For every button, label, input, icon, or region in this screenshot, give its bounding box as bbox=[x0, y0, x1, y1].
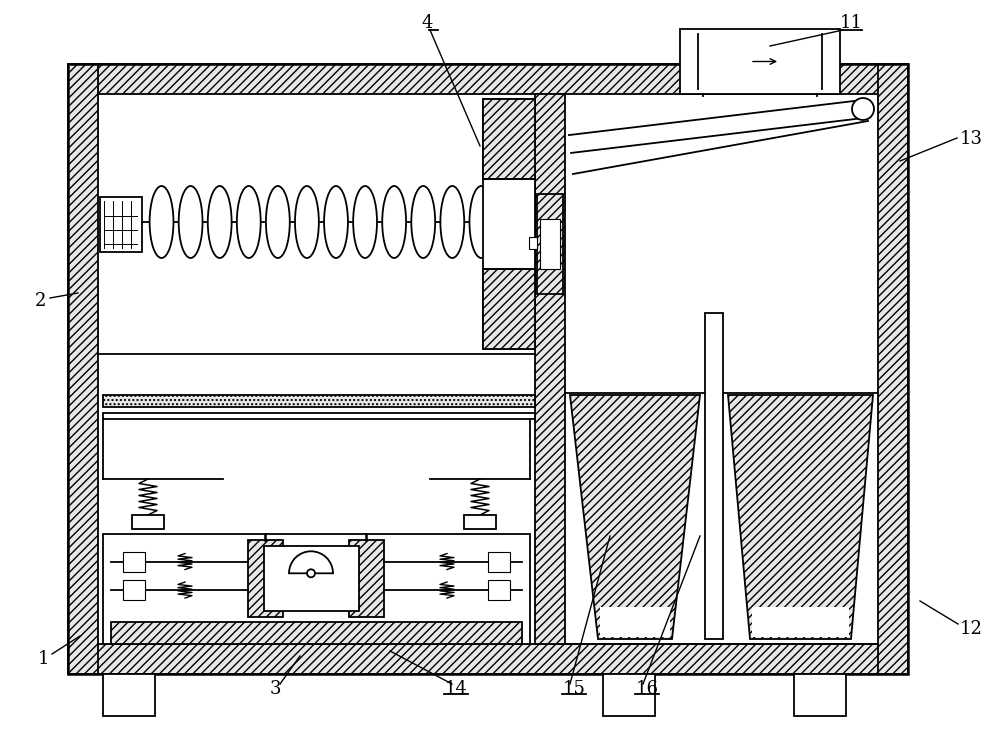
Bar bbox=[705, 313, 723, 639]
Bar bbox=[483, 99, 535, 349]
Polygon shape bbox=[111, 622, 522, 644]
Ellipse shape bbox=[150, 186, 173, 258]
Bar bbox=[100, 197, 142, 252]
Bar bbox=[123, 580, 145, 600]
Polygon shape bbox=[68, 644, 908, 674]
Ellipse shape bbox=[382, 186, 406, 258]
Polygon shape bbox=[248, 540, 283, 617]
Ellipse shape bbox=[179, 186, 203, 258]
Ellipse shape bbox=[324, 186, 348, 258]
Bar bbox=[98, 94, 878, 644]
Ellipse shape bbox=[499, 186, 522, 258]
Text: 13: 13 bbox=[960, 130, 983, 148]
Polygon shape bbox=[483, 99, 535, 179]
Polygon shape bbox=[878, 64, 908, 674]
Bar bbox=[264, 546, 359, 611]
Ellipse shape bbox=[208, 186, 232, 258]
Text: 3: 3 bbox=[270, 680, 282, 698]
Text: 4: 4 bbox=[422, 14, 433, 32]
Ellipse shape bbox=[469, 186, 493, 258]
Text: 11: 11 bbox=[840, 14, 863, 32]
Ellipse shape bbox=[295, 186, 319, 258]
Bar bbox=[103, 674, 155, 716]
Polygon shape bbox=[535, 94, 565, 644]
Bar bbox=[794, 674, 846, 716]
Ellipse shape bbox=[237, 186, 261, 258]
Bar bbox=[529, 237, 537, 249]
Bar bbox=[68, 64, 908, 674]
Bar bbox=[488, 551, 510, 572]
Text: 1: 1 bbox=[38, 650, 50, 668]
Bar bbox=[488, 580, 510, 600]
Circle shape bbox=[307, 570, 315, 577]
Bar bbox=[752, 607, 849, 637]
Text: 12: 12 bbox=[960, 620, 983, 638]
Text: 15: 15 bbox=[563, 680, 586, 698]
Text: 16: 16 bbox=[636, 680, 659, 698]
Bar bbox=[540, 219, 560, 269]
Polygon shape bbox=[728, 395, 873, 639]
Ellipse shape bbox=[440, 186, 464, 258]
Polygon shape bbox=[680, 29, 840, 94]
Bar bbox=[103, 413, 535, 419]
Bar bbox=[123, 551, 145, 572]
Bar bbox=[103, 395, 535, 407]
Polygon shape bbox=[483, 269, 535, 349]
Wedge shape bbox=[289, 551, 333, 573]
Ellipse shape bbox=[411, 186, 435, 258]
Bar bbox=[464, 515, 496, 529]
Ellipse shape bbox=[353, 186, 377, 258]
Bar bbox=[603, 674, 655, 716]
Text: 2: 2 bbox=[35, 292, 46, 310]
Bar bbox=[600, 607, 670, 637]
Polygon shape bbox=[349, 540, 384, 617]
Bar bbox=[132, 515, 164, 529]
Text: 14: 14 bbox=[445, 680, 468, 698]
Polygon shape bbox=[537, 194, 563, 294]
Polygon shape bbox=[68, 64, 908, 94]
Ellipse shape bbox=[266, 186, 290, 258]
Polygon shape bbox=[570, 395, 700, 639]
Polygon shape bbox=[68, 64, 98, 674]
Bar bbox=[103, 534, 530, 644]
Circle shape bbox=[852, 98, 874, 120]
